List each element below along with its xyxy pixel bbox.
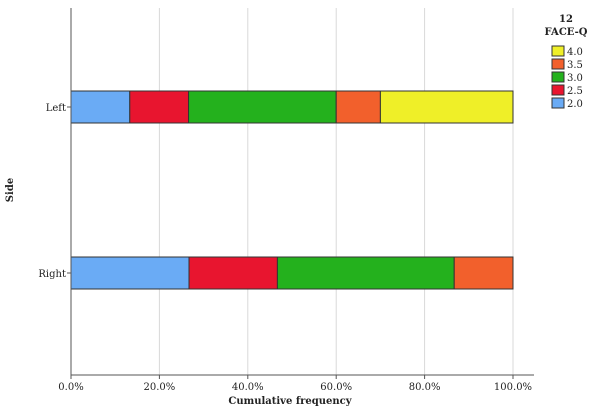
bar-segment-left-2.5 [129, 90, 190, 124]
x-tick-label: 20.0% [144, 382, 176, 393]
category-labels: Left Right [38, 103, 71, 280]
x-tick-labels: 0.0% 20.0% 40.0% 60.0% 80.0% 100.0% [58, 375, 532, 393]
legend-swatch-4.0 [551, 45, 565, 57]
x-axis-title: Cumulative frequency [228, 396, 352, 407]
bar-segment-right-2.0 [70, 256, 190, 290]
category-label-right: Right [38, 269, 66, 280]
gridlines [158, 8, 514, 375]
legend-swatch-2.5 [551, 84, 565, 96]
bar-segment-right-2.5 [188, 256, 278, 290]
bar-segment-left-2.0 [70, 90, 131, 124]
x-tick-label: 60.0% [320, 382, 352, 393]
x-tick-label: 0.0% [58, 382, 83, 393]
bar-segment-left-3.5 [335, 90, 381, 124]
legend-label-2.0: 2.0 [567, 99, 583, 110]
bars [70, 90, 514, 290]
bar-segment-right-3.5 [453, 256, 514, 290]
bar-segment-right-3.0 [276, 256, 455, 290]
legend-swatch-2.0 [551, 97, 565, 109]
y-axis-title: Side [5, 178, 16, 202]
legend-swatch-3.0 [551, 71, 565, 83]
legend-label-3.0: 3.0 [567, 73, 583, 84]
legend-label-4.0: 4.0 [567, 47, 583, 58]
legend-label-3.5: 3.5 [567, 60, 583, 71]
x-tick-label: 40.0% [232, 382, 264, 393]
bar-segment-left-4.0 [379, 90, 514, 124]
category-label-left: Left [46, 103, 66, 114]
legend-title-line1: 12 [559, 14, 573, 25]
legend-items: 4.0 3.5 3.0 2.5 2.0 [551, 45, 583, 110]
x-tick-label: 100.0% [494, 382, 532, 393]
legend-label-2.5: 2.5 [567, 86, 583, 97]
bar-segment-left-3.0 [188, 90, 337, 124]
legend: 12 FACE-Q 4.0 3.5 3.0 2.5 2.0 [545, 14, 588, 110]
legend-swatch-3.5 [551, 58, 565, 70]
x-tick-label: 80.0% [409, 382, 441, 393]
legend-title-line2: FACE-Q [545, 27, 588, 38]
